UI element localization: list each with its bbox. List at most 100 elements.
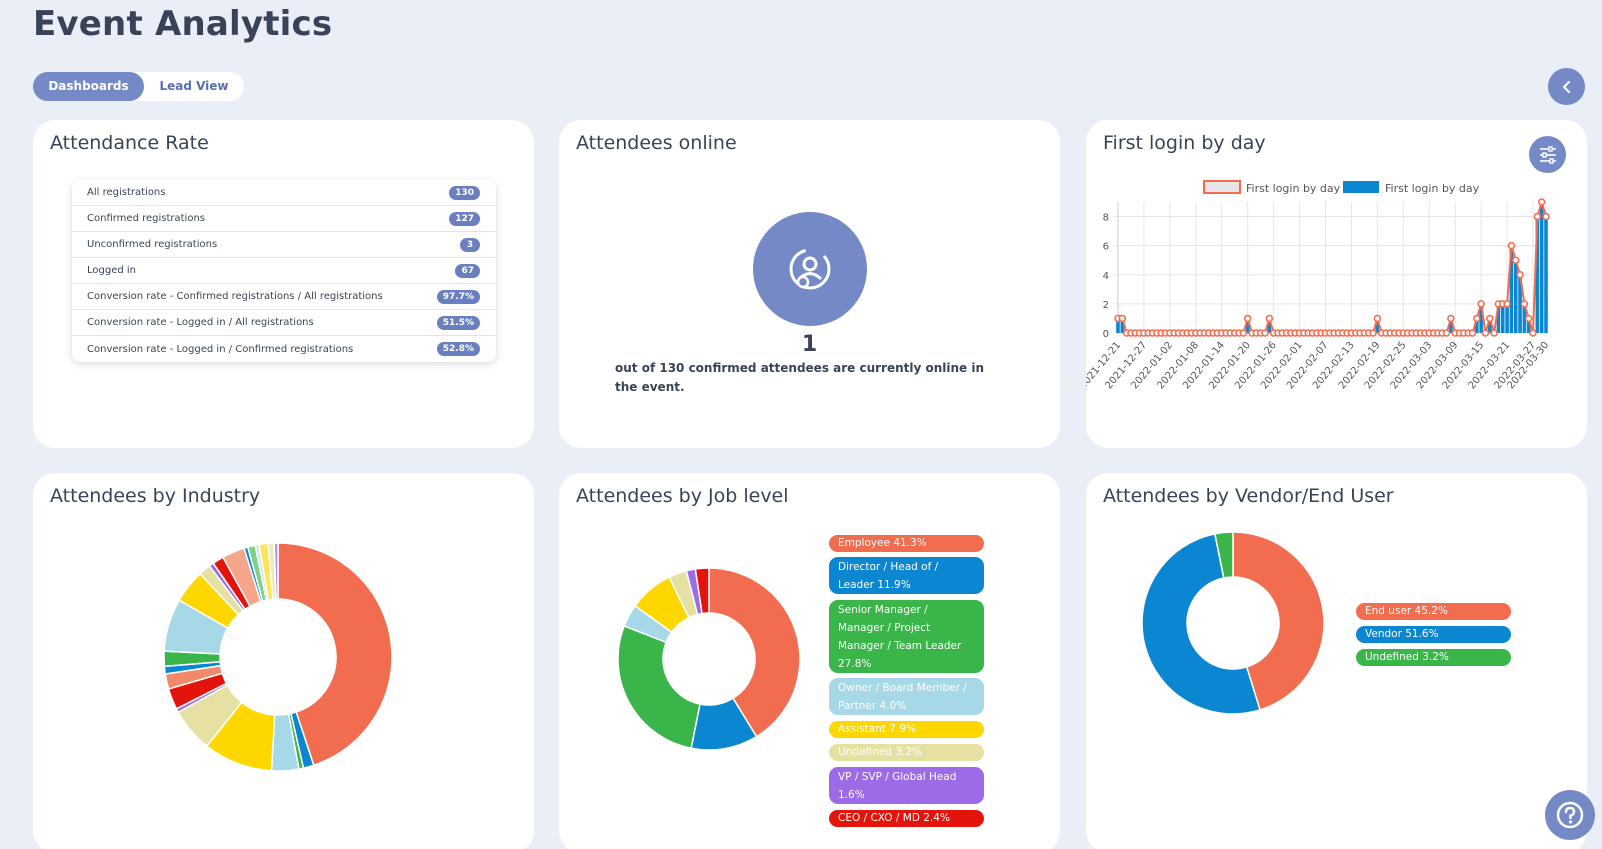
data-point bbox=[1369, 329, 1377, 337]
job-level-card: Attendees by Job level Employee 41.3% Di… bbox=[559, 473, 1060, 849]
first-login-card: First login by day First login by day Fi… bbox=[1086, 120, 1587, 448]
legend-item: Assistant 7.9% bbox=[829, 721, 984, 738]
legend-label: First login by day bbox=[1385, 182, 1480, 195]
data-point bbox=[1481, 329, 1490, 337]
table-row: Confirmed registrations 127 bbox=[72, 206, 496, 232]
data-point bbox=[1537, 198, 1546, 206]
first-login-line-chart: First login by day First login by day 0 2… bbox=[1086, 180, 1551, 391]
donut-slice bbox=[273, 542, 279, 600]
bar bbox=[1267, 318, 1272, 333]
data-point bbox=[1473, 314, 1481, 323]
card-title: Attendees by Industry bbox=[50, 485, 261, 507]
card-title: Attendees by Vendor/End User bbox=[1103, 485, 1394, 507]
industry-donut-chart bbox=[163, 542, 393, 772]
data-point bbox=[1468, 329, 1477, 337]
legend-swatch-filled bbox=[1343, 181, 1379, 193]
data-point bbox=[1265, 314, 1274, 323]
view-tabs: Dashboards Lead View bbox=[33, 72, 244, 101]
tab-lead-view[interactable]: Lead View bbox=[159, 79, 229, 93]
data-point bbox=[1442, 329, 1451, 337]
data-point bbox=[1511, 256, 1520, 264]
vendor-donut-chart bbox=[1141, 531, 1325, 715]
bar bbox=[1120, 318, 1125, 333]
bar bbox=[1509, 245, 1514, 333]
bar bbox=[1375, 318, 1380, 333]
bar bbox=[1505, 303, 1509, 333]
bar bbox=[1449, 318, 1453, 333]
attendees-online-card: Attendees online 1 out of 130 confirmed … bbox=[559, 120, 1060, 448]
bar bbox=[1526, 318, 1531, 333]
page-title: Event Analytics bbox=[33, 4, 333, 44]
bar bbox=[1535, 216, 1540, 333]
bar bbox=[1518, 274, 1522, 333]
donut-slice bbox=[277, 542, 393, 767]
legend-item: Employee 41.3% bbox=[829, 535, 984, 552]
bar bbox=[1487, 318, 1492, 333]
bar bbox=[1475, 318, 1479, 333]
help-button[interactable] bbox=[1545, 790, 1595, 840]
data-point bbox=[1373, 314, 1382, 323]
sliders-icon bbox=[1539, 145, 1556, 164]
bar bbox=[1245, 318, 1250, 333]
card-title: Attendees by Job level bbox=[576, 485, 789, 507]
industry-card: Attendees by Industry bbox=[33, 473, 534, 849]
attendance-table: All registrations 130 Confirmed registrat… bbox=[72, 180, 496, 362]
legend-item: VP / SVP / Global Head 1.6% bbox=[829, 767, 984, 804]
job-level-donut-chart bbox=[617, 567, 801, 751]
row-label: Conversion rate - Logged in / Confirmed … bbox=[87, 343, 354, 355]
count-badge: 52.8% bbox=[436, 342, 480, 356]
data-point bbox=[1261, 329, 1269, 337]
data-point bbox=[1520, 300, 1529, 308]
attendance-rate-card: Attendance Rate All registrations 130 Con… bbox=[33, 120, 534, 448]
data-point bbox=[1529, 329, 1537, 337]
row-label: Logged in bbox=[87, 265, 137, 276]
bar bbox=[1496, 303, 1501, 333]
legend-item: Undefined 3.2% bbox=[1356, 649, 1511, 666]
data-point bbox=[1507, 241, 1516, 250]
legend-item: End user 45.2% bbox=[1356, 603, 1511, 620]
row-label: Unconfirmed registrations bbox=[87, 239, 218, 250]
legend-item: CEO / CXO / MD 2.4% bbox=[829, 810, 984, 827]
table-row: All registrations 130 bbox=[72, 180, 496, 206]
data-point bbox=[1239, 329, 1248, 337]
data-point bbox=[1243, 314, 1252, 323]
table-row: Conversion rate - Logged in / Confirmed … bbox=[72, 336, 496, 362]
legend-item: Director / Head of / Leader 11.9% bbox=[829, 557, 984, 594]
count-badge: 67 bbox=[455, 263, 480, 278]
card-title: Attendees online bbox=[576, 132, 737, 154]
row-label: Conversion rate - Logged in / All regist… bbox=[87, 317, 314, 328]
data-point bbox=[1516, 271, 1524, 279]
count-badge: 130 bbox=[449, 185, 480, 200]
bar bbox=[1479, 303, 1483, 333]
count-badge: 51.5% bbox=[436, 315, 480, 330]
collapse-button[interactable] bbox=[1548, 68, 1585, 105]
legend-label: First login by day bbox=[1246, 182, 1341, 195]
data-point bbox=[1533, 212, 1542, 221]
legend-swatch-outline bbox=[1203, 180, 1241, 194]
legend-item: Vendor 51.6% bbox=[1356, 626, 1511, 643]
table-row: Conversion rate - Confirmed registration… bbox=[72, 284, 496, 310]
count-badge: 3 bbox=[460, 237, 480, 252]
donut-slice bbox=[1141, 532, 1261, 715]
chevron-left-icon bbox=[1562, 80, 1570, 93]
bar bbox=[1522, 303, 1527, 333]
data-point bbox=[1490, 329, 1498, 337]
data-point bbox=[1542, 212, 1550, 221]
y-tick-label: 0 bbox=[1103, 329, 1109, 340]
data-point bbox=[1486, 314, 1494, 323]
data-point bbox=[1477, 300, 1485, 308]
donut-slice bbox=[617, 624, 701, 750]
question-icon bbox=[1556, 801, 1584, 829]
chart-settings-button[interactable] bbox=[1529, 136, 1566, 173]
row-label: Conversion rate - Confirmed registration… bbox=[87, 291, 383, 302]
card-title: Attendance Rate bbox=[50, 132, 209, 154]
count-badge: 97.7% bbox=[436, 289, 480, 304]
donut-slice bbox=[1232, 531, 1325, 711]
legend-item: Owner / Board Member / Partner 4.0% bbox=[829, 678, 984, 715]
table-row: Conversion rate - Logged in / All regist… bbox=[72, 310, 496, 336]
data-point bbox=[1503, 300, 1511, 308]
row-label: Confirmed registrations bbox=[87, 213, 205, 224]
tab-dashboards[interactable]: Dashboards bbox=[33, 72, 144, 101]
data-point bbox=[1447, 314, 1455, 323]
bar bbox=[1539, 202, 1544, 333]
